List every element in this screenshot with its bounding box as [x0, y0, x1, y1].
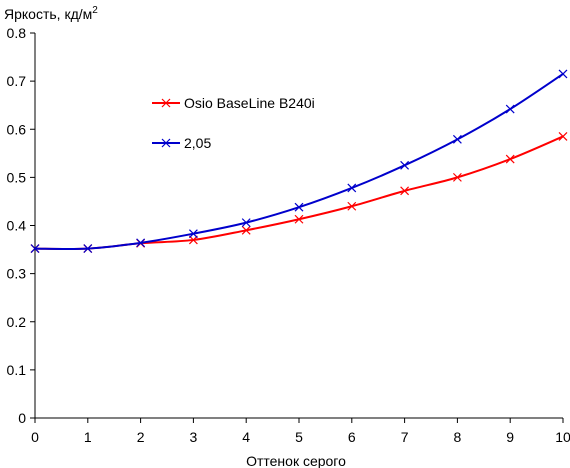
- y-axis-title-superscript: 2: [92, 5, 98, 16]
- data-point: [452, 134, 462, 144]
- data-point: [294, 202, 304, 212]
- y-tick-label: 0.8: [7, 25, 27, 41]
- data-point: [505, 154, 515, 164]
- data-point: [83, 244, 93, 254]
- y-axis-title: Яркость, кд/м2: [4, 5, 98, 22]
- x-axis-title: Оттенок серого: [246, 453, 346, 468]
- x-tick-label: 1: [84, 429, 92, 445]
- y-tick-label: 0.3: [7, 266, 27, 282]
- data-point: [30, 244, 40, 254]
- data-point: [400, 160, 410, 170]
- x-axis-ticks: 0 1 2 3 4 5 6 7 8 9 10: [31, 418, 570, 445]
- y-tick-label: 0: [18, 410, 26, 426]
- data-point: [188, 235, 198, 245]
- x-tick-label: 6: [348, 429, 356, 445]
- x-tick-label: 9: [506, 429, 514, 445]
- data-point: [241, 218, 251, 228]
- data-point: [294, 214, 304, 224]
- data-point: [558, 132, 568, 141]
- data-point: [347, 183, 357, 193]
- x-tick-label: 8: [454, 429, 462, 445]
- legend-item: 2,05: [152, 135, 211, 151]
- y-tick-label: 0.5: [7, 169, 27, 185]
- x-tick-label: 3: [190, 429, 198, 445]
- legend: Osio BaseLine B240i 2,05: [152, 95, 315, 151]
- legend-swatch-marker: [161, 138, 171, 148]
- series-1: [30, 69, 568, 254]
- y-tick-label: 0.2: [7, 314, 27, 330]
- data-point: [452, 172, 462, 182]
- y-axis-ticks: 0 0.1 0.2 0.3 0.4 0.5 0.6 0.7 0.8: [7, 25, 35, 426]
- data-point: [347, 201, 357, 211]
- legend-label: Osio BaseLine B240i: [184, 95, 315, 111]
- x-tick-label: 0: [31, 429, 39, 445]
- series-line: [34, 135, 564, 250]
- data-point: [558, 69, 568, 79]
- y-tick-label: 0.6: [7, 121, 27, 137]
- series-0: [30, 132, 568, 254]
- legend-item: Osio BaseLine B240i: [152, 95, 315, 111]
- svg-text:Яркость, кд/м2: Яркость, кд/м2: [4, 5, 98, 22]
- data-point: [136, 238, 146, 248]
- x-tick-label: 7: [401, 429, 409, 445]
- axes: [34, 33, 563, 419]
- legend-label: 2,05: [184, 135, 211, 151]
- data-point: [400, 186, 410, 196]
- x-tick-label: 10: [555, 429, 570, 445]
- legend-swatch-marker: [161, 98, 171, 108]
- x-tick-label: 2: [137, 429, 145, 445]
- series-layer: [30, 69, 568, 254]
- x-tick-label: 5: [295, 429, 303, 445]
- data-point: [505, 104, 515, 114]
- y-tick-label: 0.4: [7, 218, 27, 234]
- data-point: [188, 229, 198, 239]
- x-tick-label: 4: [242, 429, 250, 445]
- data-point: [241, 225, 251, 235]
- y-tick-label: 0.7: [7, 73, 27, 89]
- y-axis-title-text: Яркость, кд/м: [4, 6, 92, 22]
- y-tick-label: 0.1: [7, 362, 27, 378]
